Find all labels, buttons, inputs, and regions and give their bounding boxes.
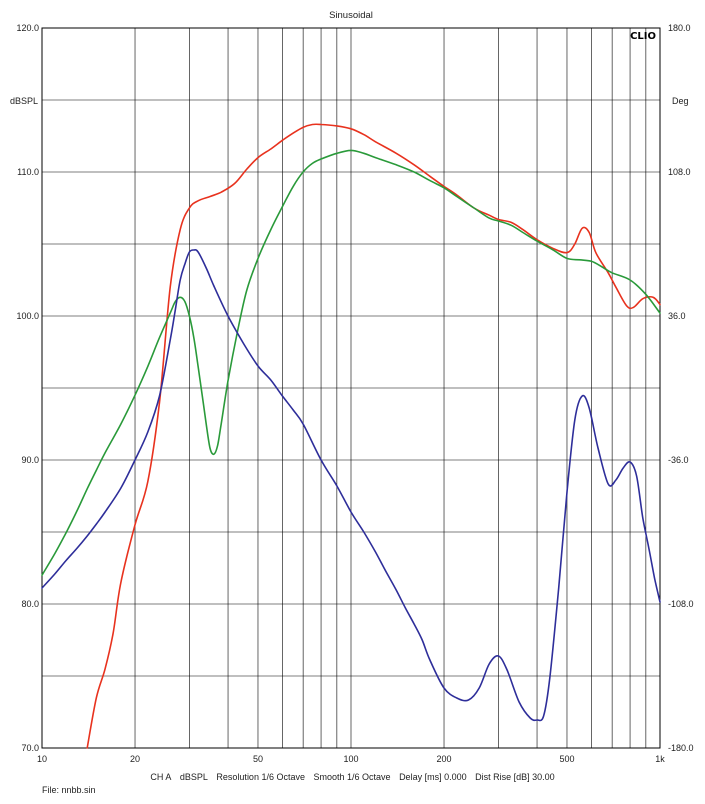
units-label: dBSPL — [179, 772, 208, 782]
channel-label: CH A — [150, 772, 172, 782]
x-tick-label: 20 — [130, 754, 140, 764]
series-line-3 — [41, 249, 661, 722]
series — [41, 123, 661, 749]
delay-label: Delay [ms] 0.000 — [399, 772, 467, 782]
x-tick-label: 50 — [253, 754, 263, 764]
x-tick-label: 200 — [437, 754, 452, 764]
y-tick-label-right: 108.0 — [668, 167, 691, 177]
x-tick-label: 500 — [559, 754, 574, 764]
brand-logo: CLIO — [630, 31, 656, 42]
grid — [42, 28, 660, 748]
chart-title: Sinusoidal — [329, 10, 373, 21]
y-tick-label-left: 100.0 — [16, 311, 39, 321]
y-tick-label-left: 90.0 — [21, 455, 39, 465]
series-line-2 — [41, 149, 661, 576]
x-tick-label: 1k — [655, 754, 665, 764]
y-tick-label-right: 36.0 — [668, 311, 686, 321]
tick-labels: 10 20 50 100 200 500 1k 70.0 80.0 90.0 100.0 110.0 1… — [16, 23, 693, 764]
x-tick-label: 10 — [37, 754, 47, 764]
y-axis-label-left: dBSPL — [10, 96, 38, 106]
y-tick-label-right: 180.0 — [668, 23, 691, 33]
x-tick-label: 100 — [343, 754, 358, 764]
y-tick-label-left: 110.0 — [17, 167, 39, 177]
y-axis-label-right: Deg — [672, 96, 689, 106]
smooth-label: Smooth 1/6 Octave — [313, 772, 391, 782]
y-tick-label-right: -36.0 — [668, 455, 689, 465]
chart: Sinusoidal CLIO dBSPL Deg 10 20 50 100 200 50… — [10, 10, 694, 764]
series-line-1 — [86, 123, 661, 749]
plot-frame — [41, 27, 661, 749]
y-tick-label-left: 70.0 — [21, 743, 39, 753]
status-bar: CH A dBSPL Resolution 1/6 Octave Smooth … — [0, 772, 705, 786]
dist-rise-label: Dist Rise [dB] 30.00 — [475, 772, 555, 782]
y-tick-label-right: -108.0 — [668, 599, 694, 609]
y-tick-label-left: 80.0 — [21, 599, 39, 609]
file-name: File: nnbb.sin — [42, 785, 96, 795]
resolution-label: Resolution 1/6 Octave — [216, 772, 305, 782]
y-tick-label-left: 120.0 — [16, 23, 39, 33]
y-tick-label-right: -180.0 — [668, 743, 694, 753]
